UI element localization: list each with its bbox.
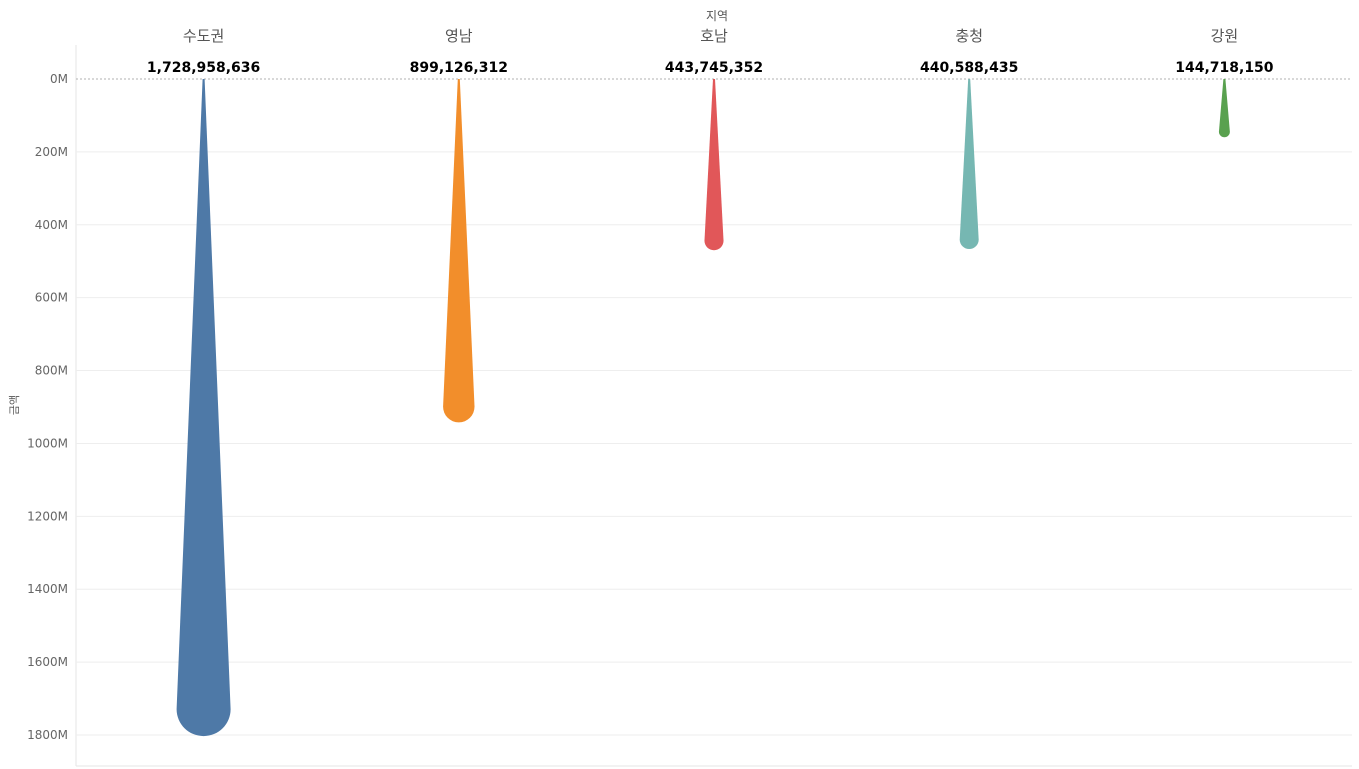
y-tick-label: 1000M bbox=[27, 436, 68, 450]
y-tick-label: 1800M bbox=[27, 728, 68, 742]
value-label: 443,745,352 bbox=[665, 60, 763, 76]
drop-mark-0 bbox=[176, 79, 231, 737]
y-tick-label: 0M bbox=[50, 72, 68, 86]
drop-mark-1 bbox=[443, 79, 475, 423]
y-tick-label: 400M bbox=[35, 218, 68, 232]
y-tick-label: 1600M bbox=[27, 655, 68, 669]
y-tick-label: 800M bbox=[35, 364, 68, 378]
category-label: 영남 bbox=[445, 27, 473, 45]
drop-mark-3 bbox=[959, 79, 979, 250]
chart-marks bbox=[176, 79, 1230, 737]
y-axis-title: 금액 bbox=[8, 395, 21, 415]
category-label: 충청 bbox=[955, 27, 983, 45]
y-tick-label: 1200M bbox=[27, 509, 68, 523]
value-labels: 1,728,958,636 899,126,312 443,745,352 440,5… bbox=[147, 60, 1274, 76]
y-tick-label: 600M bbox=[35, 291, 68, 305]
category-labels: 수도권 영남 호남 충청 강원 bbox=[183, 27, 1238, 45]
value-label: 144,718,150 bbox=[1175, 60, 1274, 76]
category-label: 호남 bbox=[700, 27, 728, 45]
x-axis-title: 지역 bbox=[706, 9, 728, 23]
y-tick-label: 200M bbox=[35, 145, 68, 159]
drop-mark-4 bbox=[1218, 79, 1230, 138]
value-label: 899,126,312 bbox=[410, 60, 508, 76]
gridlines bbox=[75, 45, 1352, 767]
value-label: 440,588,435 bbox=[920, 60, 1018, 76]
drop-mark-2 bbox=[704, 79, 724, 251]
y-axis-ticks: 0M 200M 400M 600M 800M 1000M 1200M 1400M 1600M 18… bbox=[27, 72, 68, 742]
value-label: 1,728,958,636 bbox=[147, 60, 260, 76]
category-label: 수도권 bbox=[183, 27, 224, 45]
y-tick-label: 1400M bbox=[27, 582, 68, 596]
category-label: 강원 bbox=[1211, 27, 1239, 45]
